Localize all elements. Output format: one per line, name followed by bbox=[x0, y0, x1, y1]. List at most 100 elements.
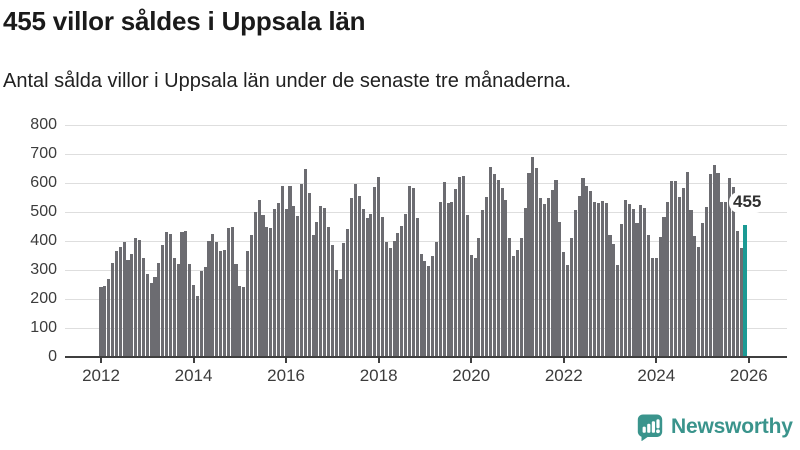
bar bbox=[523, 208, 527, 356]
bar bbox=[350, 198, 354, 356]
bar bbox=[407, 185, 412, 356]
bar bbox=[627, 204, 631, 356]
bar bbox=[342, 242, 346, 356]
bar bbox=[662, 216, 666, 356]
bar bbox=[303, 168, 307, 356]
x-axis-tick-label: 2018 bbox=[359, 366, 398, 385]
bar bbox=[373, 186, 377, 356]
bar bbox=[689, 209, 693, 356]
bar bbox=[458, 177, 462, 356]
bar bbox=[438, 201, 442, 356]
y-gridline bbox=[65, 182, 787, 184]
bar bbox=[465, 214, 469, 356]
newsworthy-wordmark: Newsworthy bbox=[671, 415, 793, 438]
bar bbox=[357, 196, 361, 356]
bar bbox=[369, 214, 373, 356]
y-axis-tick-label: 300 bbox=[30, 261, 57, 278]
bar bbox=[165, 232, 169, 356]
bar bbox=[168, 233, 172, 356]
bar bbox=[677, 196, 681, 356]
bar bbox=[122, 242, 126, 356]
bar bbox=[573, 209, 577, 356]
bar bbox=[712, 165, 716, 356]
bar bbox=[161, 245, 165, 356]
bar bbox=[226, 227, 230, 356]
bar bbox=[311, 234, 315, 356]
bar bbox=[149, 283, 153, 356]
bar bbox=[589, 191, 593, 356]
bar bbox=[442, 181, 446, 356]
bar bbox=[596, 203, 600, 356]
bar bbox=[720, 201, 724, 356]
bar bbox=[616, 265, 620, 356]
bar bbox=[157, 262, 161, 356]
bar bbox=[643, 207, 647, 356]
bar bbox=[292, 206, 296, 356]
bar bbox=[257, 200, 261, 356]
bar bbox=[365, 217, 369, 356]
bar bbox=[473, 258, 477, 356]
bar bbox=[392, 241, 396, 356]
bar bbox=[485, 196, 489, 356]
bar bbox=[114, 251, 118, 356]
bar bbox=[531, 156, 535, 356]
bar bbox=[280, 185, 284, 356]
bar bbox=[346, 229, 350, 356]
bar bbox=[739, 247, 743, 356]
bar bbox=[126, 259, 130, 356]
x-axis-tick-mark bbox=[100, 358, 102, 363]
bar bbox=[469, 254, 473, 356]
x-axis-tick-mark bbox=[285, 358, 288, 363]
bar bbox=[130, 254, 134, 356]
bar bbox=[693, 236, 697, 356]
bar bbox=[261, 214, 265, 356]
bar bbox=[207, 241, 211, 356]
bar bbox=[500, 188, 504, 356]
bar bbox=[488, 166, 493, 356]
newsworthy-logo[interactable]: Newsworthy bbox=[636, 411, 793, 443]
y-axis-tick-label: 500 bbox=[30, 203, 57, 220]
bar bbox=[404, 214, 408, 356]
bar bbox=[384, 241, 388, 356]
bar bbox=[288, 185, 292, 356]
bar bbox=[265, 226, 269, 356]
x-axis-line bbox=[65, 356, 787, 358]
bar bbox=[299, 184, 304, 356]
bar bbox=[735, 230, 739, 356]
y-axis-tick-label: 700 bbox=[30, 145, 57, 162]
bar bbox=[427, 265, 431, 356]
bar bbox=[623, 200, 627, 356]
bar bbox=[338, 279, 342, 356]
bar bbox=[230, 226, 234, 356]
bar bbox=[434, 241, 439, 356]
bar bbox=[353, 184, 358, 356]
x-axis-tick-mark bbox=[747, 358, 750, 363]
bar bbox=[138, 239, 142, 356]
x-axis-tick-mark bbox=[562, 358, 565, 363]
y-axis-tick-label: 200 bbox=[30, 290, 57, 307]
bar bbox=[647, 234, 651, 356]
bar bbox=[103, 285, 107, 356]
bar bbox=[724, 201, 728, 356]
y-axis-tick-label: 400 bbox=[30, 232, 57, 249]
bar bbox=[496, 180, 500, 356]
bar bbox=[508, 237, 512, 356]
bar bbox=[593, 201, 597, 356]
bar bbox=[423, 261, 427, 356]
bar bbox=[192, 284, 196, 356]
bar bbox=[180, 232, 184, 356]
bar bbox=[704, 207, 708, 356]
bar bbox=[99, 287, 103, 356]
bar bbox=[330, 245, 334, 356]
x-axis-tick-mark bbox=[192, 358, 195, 363]
bar bbox=[681, 188, 685, 356]
bar bbox=[269, 227, 273, 356]
bar bbox=[620, 223, 624, 356]
y-axis-tick-label: 100 bbox=[30, 319, 57, 336]
x-axis-tick-mark bbox=[655, 358, 658, 363]
bar bbox=[608, 235, 612, 356]
bar bbox=[639, 205, 643, 356]
bar bbox=[658, 236, 662, 356]
x-axis-tick-label: 2024 bbox=[637, 366, 676, 385]
